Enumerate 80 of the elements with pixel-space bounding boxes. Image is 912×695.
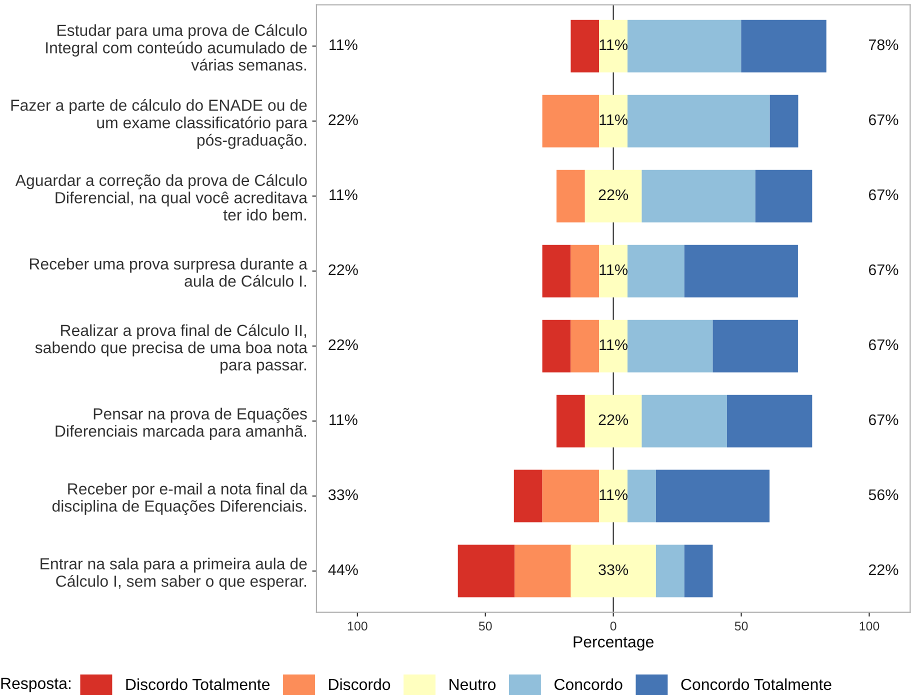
annotation: 11% [330,414,358,426]
bar [599,320,628,372]
annotation: 22% [868,564,898,576]
bar [656,544,684,598]
bar [584,170,642,222]
bar [712,320,798,372]
bar [514,544,572,598]
bar [741,20,826,72]
bar [599,20,628,72]
legend-label: Concordo Totalmente [681,678,832,690]
x-tick-label: 50 [734,622,748,631]
legend-label: Neutro [450,678,496,690]
data-label: 11% [600,339,628,350]
bar [628,320,713,372]
annotation: 67% [868,339,898,350]
x-tick-label: 100 [860,622,880,631]
x-tick-label: 50 [478,622,492,631]
bar [542,94,600,148]
bar [570,244,600,298]
y-tick-label: Pensar na prova de Equações Diferenciais marcada para amanhã. [56,408,307,440]
bar [542,470,600,522]
bar [584,394,642,448]
annotation: 67% [868,189,898,200]
data-label: 11% [600,489,628,500]
y-tick-label: Aguardar a correção da prova de Cálculo Diferencial, na qual você acreditava ter ido bem. [15,174,308,221]
bar [542,320,571,372]
annotation: 67% [868,114,898,126]
bar [656,470,770,522]
annotation: 44% [328,564,358,576]
data-label: 11% [600,114,628,126]
bar [628,470,656,522]
y-tick-label: Entrar na sala para a primeira aula de Cálculo I, sem saber o que esperar. [40,558,307,590]
legend-label: Discordo [329,678,390,690]
bar [628,20,742,72]
x-tick-label: 100 [348,622,368,631]
data-label: 22% [598,189,628,200]
x-tick-label: 0 [610,622,616,631]
data-label: 22% [598,414,628,426]
annotation: 67% [868,414,898,426]
data-label: 11% [600,264,628,276]
bar [570,320,600,372]
bar [684,544,713,598]
annotation: 11% [330,39,358,50]
bar [458,544,515,598]
legend-label: Concordo [554,678,622,690]
bar [770,94,798,148]
bar [628,244,684,298]
bar [514,470,542,522]
bar [556,394,585,448]
annotation: 22% [328,339,358,350]
bar [726,394,812,448]
bar [628,94,770,148]
data-label: 11% [600,39,628,50]
bar [599,244,628,298]
legend-label: Discordo Totalmente [126,678,270,690]
x-axis-title: Percentage [574,636,654,651]
data-label: 33% [598,564,628,576]
bar [599,470,628,522]
bar [755,170,812,222]
y-tick-label: Realizar a prova final de Cálculo II, sabendo que precisa de uma boa nota para passar. [35,324,308,374]
annotation: 22% [328,264,358,276]
y-tick-label: Receber uma prova surpresa durante a aula de Cálculo I. [30,258,308,287]
annotation: 56% [868,489,898,500]
annotation: 33% [328,489,358,500]
bar [542,244,571,298]
bar [684,244,798,298]
bar [599,94,628,148]
bar [570,20,600,72]
annotation: 11% [330,189,358,200]
annotation: 78% [868,39,898,50]
legend-title: Resposta: [1,678,70,692]
y-tick-label: Receber por e-mail a nota final da disciplina de Equações Diferenciais. [52,482,308,515]
bar [642,394,727,448]
bar [556,170,585,222]
bar [570,544,656,598]
y-tick-label: Estudar para uma prova de Cálculo Integral com conteúdo acumulado de várias semanas. [46,24,307,71]
bar [642,170,756,222]
annotation: 67% [868,264,898,276]
annotation: 22% [328,114,358,126]
y-tick-label: Fazer a parte de cálculo do ENADE ou de um exame classificatório para pós-graduação. [11,98,308,149]
